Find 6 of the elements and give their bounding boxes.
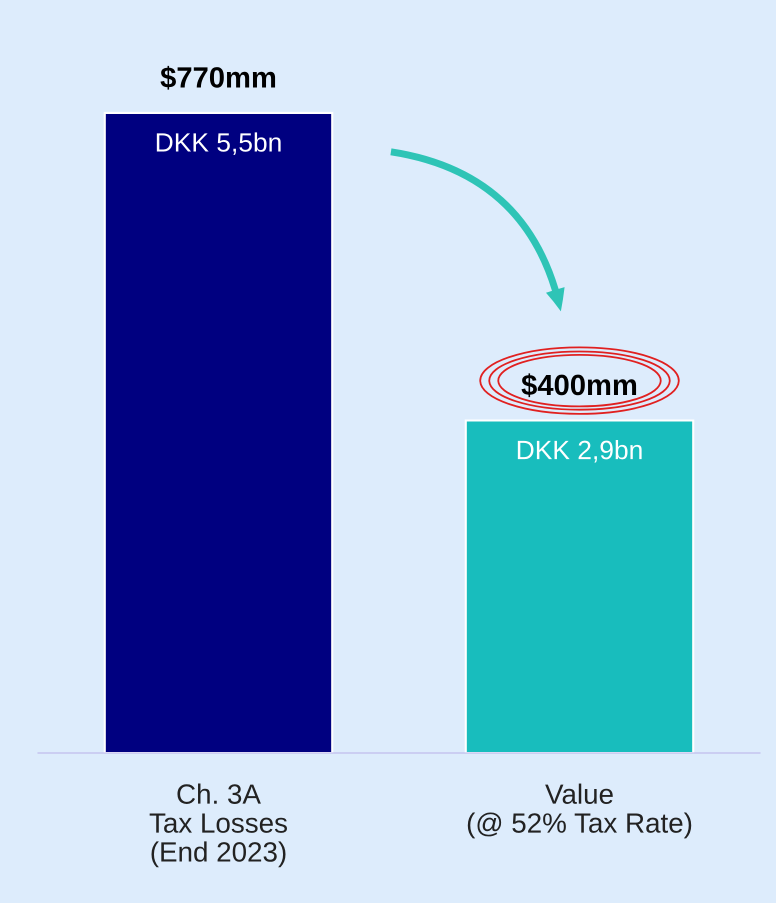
x-tick-label: Value (@ 52% Tax Rate): [468, 784, 692, 838]
data-label: $770mm: [160, 66, 276, 90]
annotation: DKK 2,9bn: [518, 440, 642, 462]
annotation: DKK 5,5bn: [156, 132, 281, 155]
data-label: $400mm: [522, 373, 636, 398]
x-tick-label: Ch. 3A Tax Losses (End 2023): [150, 784, 287, 868]
